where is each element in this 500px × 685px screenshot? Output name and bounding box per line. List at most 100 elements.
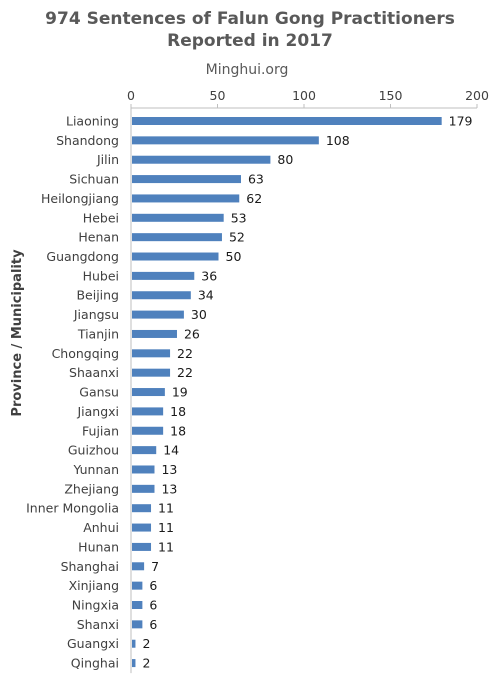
category-label: Yunnan: [72, 462, 119, 477]
category-label: Jiangxi: [76, 404, 119, 419]
category-label: Ningxia: [72, 598, 119, 613]
value-label: 30: [191, 307, 207, 322]
category-label: Shanghai: [61, 559, 119, 574]
bar: [132, 194, 240, 203]
category-label: Shaanxi: [69, 365, 119, 380]
chart-title-line-2: Reported in 2017: [167, 31, 333, 51]
x-tick-label: 100: [292, 88, 316, 103]
bar: [132, 562, 145, 571]
chart-title-line-1: 974 Sentences of Falun Gong Practitioner…: [45, 9, 455, 29]
value-label: 52: [229, 230, 245, 245]
value-label: 11: [158, 539, 174, 554]
value-label: 50: [226, 249, 242, 264]
bar: [132, 155, 271, 164]
bar: [132, 136, 319, 145]
bar: [132, 542, 152, 551]
value-label: 36: [201, 268, 217, 283]
x-axis: 0 50 100 150 200: [127, 88, 489, 674]
bar: [132, 407, 164, 416]
value-label: 6: [149, 598, 157, 613]
value-label: 2: [142, 656, 150, 671]
bar: [132, 465, 155, 474]
category-label: Shanxi: [77, 617, 119, 632]
value-label: 6: [149, 617, 157, 632]
value-label: 63: [248, 172, 264, 187]
value-label: 18: [170, 423, 186, 438]
value-label: 62: [246, 191, 262, 206]
bar: [132, 233, 222, 242]
category-label: Heilongjiang: [41, 191, 119, 206]
value-label: 80: [277, 152, 293, 167]
category-label: Beijing: [76, 288, 119, 303]
value-label: 2: [142, 636, 150, 651]
value-label: 108: [326, 133, 350, 148]
category-label: Liaoning: [66, 114, 119, 129]
bar: [132, 659, 136, 668]
value-label: 6: [149, 578, 157, 593]
bar: [132, 581, 143, 590]
bar: [132, 639, 136, 648]
value-label: 13: [161, 481, 177, 496]
value-label: 18: [170, 404, 186, 419]
bar: [132, 329, 177, 338]
bar: [132, 117, 442, 125]
y-axis-title: Province / Municipality: [10, 249, 25, 417]
category-label: Zhejiang: [64, 481, 119, 496]
value-label: 19: [172, 385, 188, 400]
category-label: Guizhou: [68, 443, 119, 458]
x-tick-label: 200: [465, 88, 489, 103]
bar: [132, 349, 171, 358]
category-label: Fujian: [82, 423, 119, 438]
x-tick-label: 150: [379, 88, 403, 103]
category-label: Jilin: [96, 152, 119, 167]
category-label: Hebei: [83, 210, 119, 225]
bar: [132, 523, 152, 532]
bar: [132, 504, 152, 513]
bar: [132, 484, 155, 493]
chart-subtitle: Minghui.org: [206, 62, 289, 78]
x-tick-label: 0: [127, 88, 135, 103]
bar: [132, 388, 165, 397]
category-label: Jiangsu: [73, 307, 119, 322]
value-label: 53: [231, 210, 247, 225]
bar: [132, 291, 191, 300]
category-label: Henan: [78, 230, 119, 245]
category-label: Shandong: [56, 133, 119, 148]
category-label: Tianjin: [77, 326, 119, 341]
category-label: Gansu: [79, 385, 119, 400]
value-label: 22: [177, 346, 193, 361]
category-label: Qinghai: [71, 656, 119, 671]
category-label: Guangdong: [46, 249, 119, 264]
value-label: 13: [161, 462, 177, 477]
bar: [132, 601, 143, 609]
value-label: 179: [449, 114, 473, 129]
x-tick-label: 50: [210, 88, 226, 103]
category-label: Inner Mongolia: [26, 501, 119, 516]
bar: [132, 426, 164, 435]
value-label: 22: [177, 365, 193, 380]
value-label: 34: [198, 288, 214, 303]
bar: [132, 310, 184, 319]
category-label: Xinjiang: [69, 578, 119, 593]
bar: [132, 213, 224, 222]
category-label: Chongqing: [52, 346, 119, 361]
value-label: 7: [151, 559, 159, 574]
bar: [132, 252, 219, 261]
bar: [132, 271, 195, 280]
value-label: 14: [163, 443, 179, 458]
bar: [132, 620, 143, 629]
bar: [132, 175, 241, 184]
value-label: 11: [158, 501, 174, 516]
category-label: Sichuan: [69, 172, 119, 187]
category-label: Anhui: [83, 520, 119, 535]
bar: [132, 368, 171, 377]
value-label: 11: [158, 520, 174, 535]
category-label: Guangxi: [67, 636, 119, 651]
value-label: 26: [184, 326, 200, 341]
bars-group: Liaoning 179 Shandong 108 Jilin 80 Sichuan 63 He…: [26, 114, 472, 671]
bar: [132, 446, 157, 455]
category-label: Hubei: [83, 268, 119, 283]
category-label: Hunan: [78, 539, 119, 554]
